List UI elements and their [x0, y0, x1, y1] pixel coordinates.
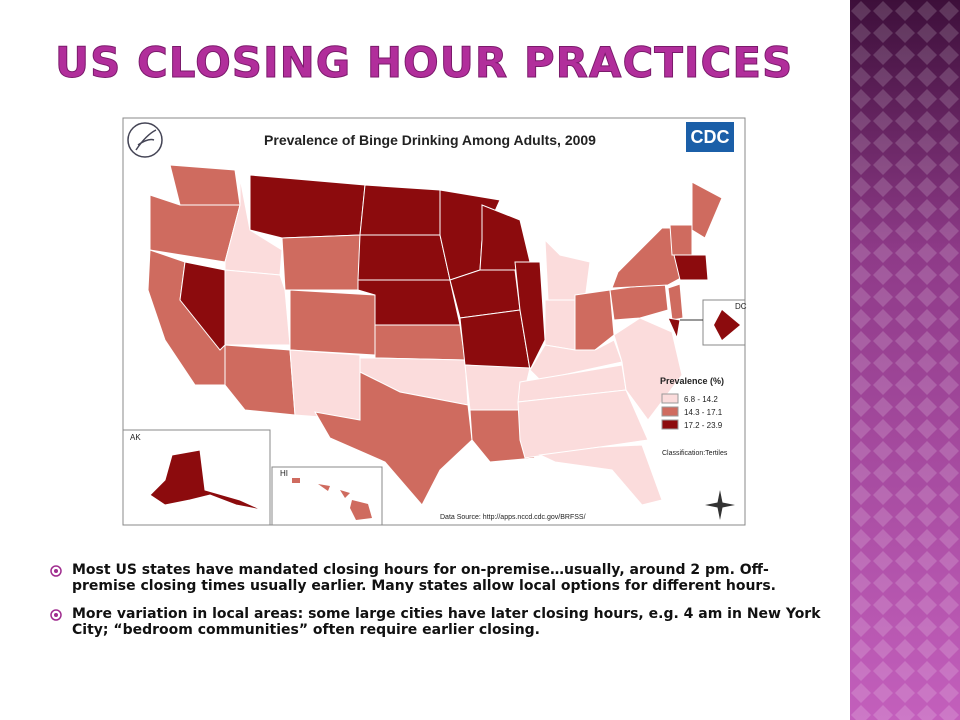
state-shape [538, 444, 663, 506]
state-shape [544, 299, 576, 351]
bullet-text: More variation in local areas: some larg… [72, 606, 821, 638]
state-shape [359, 184, 441, 236]
legend-label: 6.8 - 14.2 [684, 395, 718, 404]
state-shape [357, 234, 451, 281]
state-shape [281, 234, 361, 291]
compass [705, 490, 735, 520]
bullet-marker [50, 609, 62, 621]
classification-note: Classification:Tertiles [662, 450, 728, 457]
slide-title: US CLOSING HOUR PRACTICES [54, 38, 794, 88]
states [147, 164, 723, 506]
legend-label: 14.3 - 17.1 [684, 408, 723, 417]
legend-label: 17.2 - 23.9 [684, 421, 723, 430]
state-shape [514, 261, 546, 372]
state-shape [292, 478, 300, 483]
state-shape [544, 238, 591, 301]
state-shape [449, 269, 521, 319]
state-shape [459, 309, 531, 371]
state-shape [224, 344, 296, 416]
state-shape [149, 194, 241, 263]
bullet-item: Most US states have mandated closing hou… [50, 562, 830, 594]
legend-title: Prevalence (%) [660, 376, 724, 386]
state-shape [169, 164, 241, 206]
inset-label: AK [130, 433, 141, 442]
state-shape [714, 310, 740, 340]
side-strip [850, 0, 960, 720]
legend-swatch [661, 406, 679, 417]
state-shape [374, 324, 466, 361]
bullet-item: More variation in local areas: some larg… [50, 606, 830, 638]
map-title: Prevalence of Binge Drinking Among Adult… [264, 132, 596, 148]
state-shape [289, 349, 361, 421]
state-shape [673, 254, 709, 281]
cdc-logo-text: CDC [691, 127, 730, 147]
bullet-text: Most US states have mandated closing hou… [72, 562, 776, 594]
state-shape [691, 181, 723, 239]
cdc-logo [686, 122, 734, 152]
state-shape [667, 283, 684, 321]
bullet-marker [50, 565, 62, 577]
data-source: Data Source: http://apps.nccd.cdc.gov/BR… [440, 514, 586, 521]
map-figure: CDC Prevalence of Binge Drinking Among A… [122, 117, 747, 526]
state-shape [289, 289, 376, 356]
legend-swatch [661, 419, 679, 430]
legend-swatch [661, 393, 679, 404]
hhs-logo [127, 122, 163, 158]
state-shape [179, 261, 226, 351]
inset-label: HI [280, 469, 288, 478]
state-shape [149, 449, 263, 511]
state-shape [669, 224, 693, 256]
inset-label: DC [735, 302, 747, 311]
state-shape [224, 269, 291, 346]
state-shape [667, 317, 681, 340]
state-shape [249, 174, 366, 239]
state-shape [314, 371, 473, 506]
state-shape [574, 289, 615, 351]
bullet-list: Most US states have mandated closing hou… [50, 562, 830, 650]
state-shape [340, 490, 350, 498]
state-shape [479, 204, 531, 271]
state-shape [350, 500, 372, 520]
state-shape [318, 484, 330, 491]
